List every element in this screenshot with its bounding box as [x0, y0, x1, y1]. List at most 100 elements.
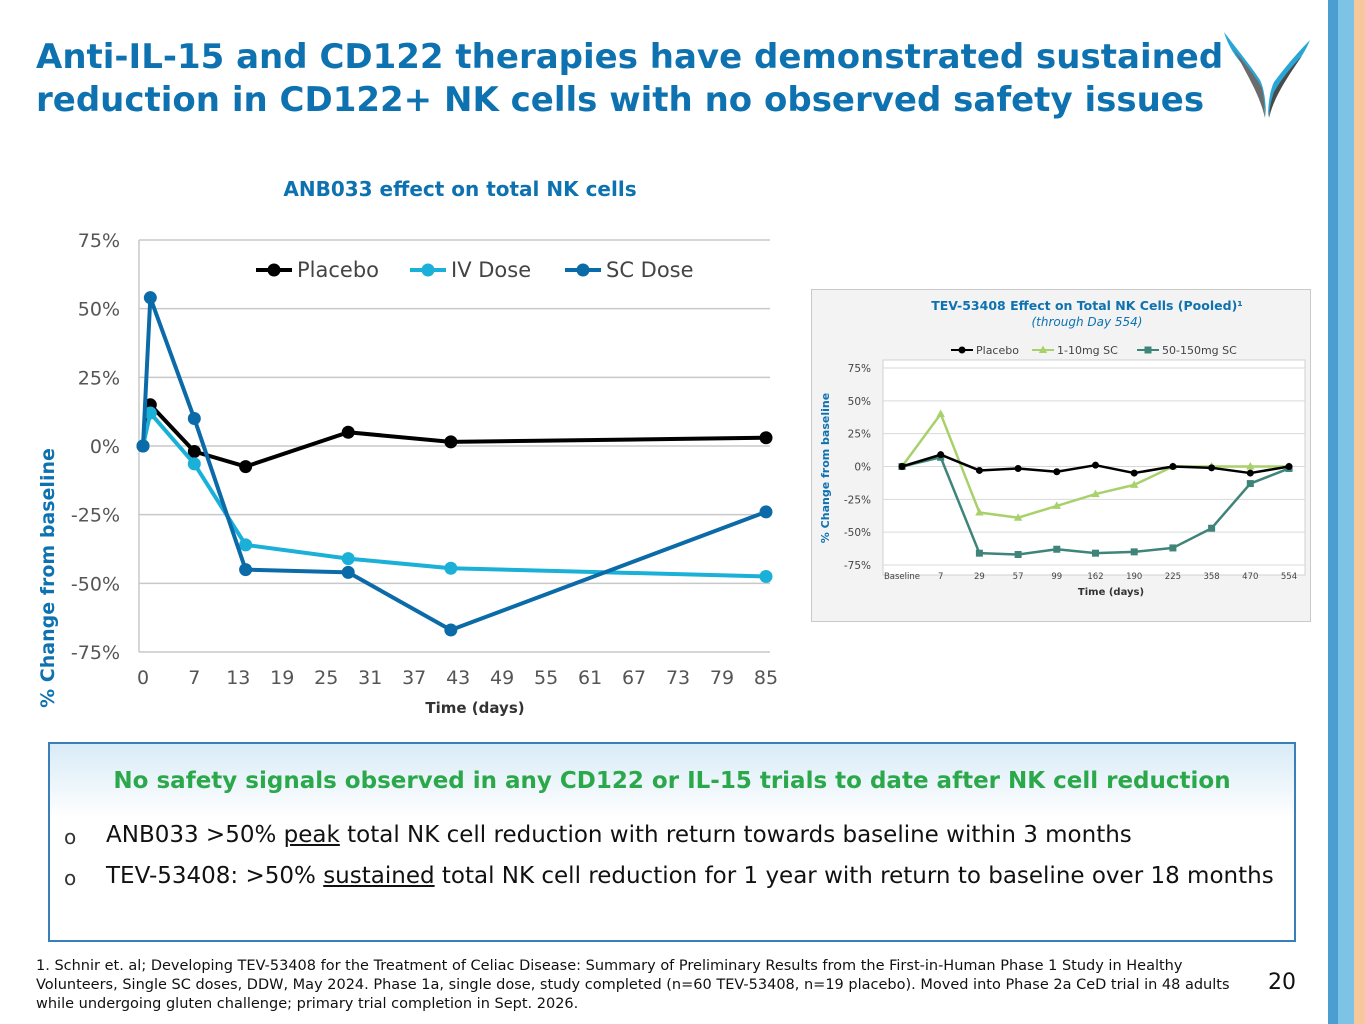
y-tick-label: -50%: [71, 573, 120, 595]
data-point: [1169, 463, 1177, 470]
data-point: [1052, 501, 1061, 509]
x-tick-label: 55: [534, 667, 558, 689]
data-point: [187, 444, 201, 458]
legend-label: 1-10mg SC: [1057, 344, 1118, 357]
x-tick-label: 57: [1013, 572, 1024, 582]
y-tick-label: 75%: [78, 230, 120, 252]
data-point: [1130, 548, 1138, 556]
x-tick-label: 7: [938, 572, 943, 582]
data-point: [1053, 545, 1061, 553]
x-tick-label: 358: [1203, 572, 1219, 582]
anb033-chart: ANB033 effect on total NK cells 75% 50% 25…: [37, 177, 778, 717]
side-accent-bar-peach: [1354, 0, 1365, 1024]
x-tick-label: 61: [578, 667, 602, 689]
tev53408-y-tick-labels: 75% 50% 25% 0% -25% -50% -75%: [844, 363, 871, 572]
data-point: [444, 623, 458, 637]
x-tick-label: 554: [1281, 572, 1297, 582]
x-tick-label: Baseline: [884, 572, 920, 582]
data-point: [1092, 461, 1099, 469]
data-point: [239, 460, 253, 474]
legend-marker: [267, 263, 281, 277]
data-point: [898, 463, 906, 470]
data-point: [341, 552, 355, 566]
bullet-circle-icon: o: [64, 825, 77, 849]
x-tick-label: 19: [270, 667, 294, 689]
data-point: [1091, 489, 1100, 498]
tev53408-chart: TEV-53408 Effect on Total NK Cells (Pool…: [819, 298, 1306, 598]
data-point: [187, 412, 201, 426]
y-tick-label: -50%: [844, 527, 871, 539]
x-tick-label: 31: [358, 667, 382, 689]
y-tick-label: 25%: [78, 367, 120, 389]
data-point: [975, 549, 983, 557]
y-tick-label: -25%: [844, 494, 871, 506]
data-point: [143, 406, 157, 420]
legend-marker: [576, 263, 590, 277]
anb033-chart-title: ANB033 effect on total NK cells: [283, 177, 636, 201]
y-tick-label: 50%: [78, 299, 120, 321]
data-point: [759, 569, 773, 583]
tev53408-chart-panel: TEV-53408 Effect on Total NK Cells (Pool…: [811, 289, 1311, 622]
bullet-text: total NK cell reduction with return towa…: [339, 822, 1132, 848]
side-accent-bar-light: [1338, 0, 1354, 1024]
data-point: [136, 439, 150, 453]
x-tick-label: 43: [446, 667, 470, 689]
footnote: 1. Schnir et. al; Developing TEV-53408 f…: [36, 958, 1230, 1012]
x-tick-label: 99: [1051, 572, 1062, 582]
data-point: [975, 466, 983, 474]
data-point: [1169, 544, 1177, 552]
tev53408-chart-title: TEV-53408 Effect on Total NK Cells (Pool…: [931, 298, 1243, 313]
series-line: [141, 402, 767, 469]
x-tick-label: 37: [402, 667, 426, 689]
data-point: [1013, 513, 1023, 521]
tev53408-x-tick-labels: Baseline 7 29 57 99 162 190 225 358 470 554: [884, 572, 1297, 582]
x-tick-label: 225: [1165, 572, 1181, 582]
bullet-circle-icon: o: [64, 866, 77, 890]
x-tick-label: 73: [666, 667, 690, 689]
tev53408-series: [897, 409, 1294, 558]
bullet-emphasis: sustained: [323, 863, 435, 889]
data-point: [143, 291, 157, 305]
y-tick-label: 0%: [854, 462, 871, 474]
page-number: 20: [1268, 970, 1296, 995]
data-point: [1246, 469, 1254, 477]
y-tick-label: 25%: [848, 429, 871, 441]
legend-marker: [421, 263, 435, 277]
anb033-gridlines: [138, 239, 770, 653]
tev53408-y-axis-label: % Change from baseline: [819, 393, 832, 543]
data-point: [444, 435, 458, 449]
data-point: [1038, 345, 1048, 353]
data-point: [975, 507, 984, 516]
tev53408-legend: Placebo 1-10mg SC 50-150mg SC: [951, 344, 1237, 357]
x-tick-label: 79: [710, 667, 734, 689]
data-point: [936, 409, 945, 417]
bullet-text: TEV-53408: >50%: [106, 863, 324, 889]
x-tick-label: 190: [1126, 572, 1142, 582]
data-point: [1285, 463, 1293, 470]
y-tick-label: 75%: [848, 363, 871, 375]
x-tick-label: 470: [1242, 572, 1258, 582]
x-tick-label: 162: [1087, 572, 1103, 582]
x-tick-label: 67: [622, 667, 646, 689]
y-tick-label: -75%: [71, 642, 120, 664]
anb033-y-axis-label: % Change from baseline: [37, 448, 59, 708]
anb033-x-tick-labels: 0 7 13 19 25 31 37 43 49 55 61 67 73 79 85: [137, 667, 778, 689]
y-tick-label: -25%: [71, 505, 120, 527]
anb033-legend: Placebo IV Dose SC Dose: [256, 258, 694, 282]
data-point: [759, 431, 773, 445]
data-point: [1208, 524, 1216, 532]
safety-summary-title: No safety signals observed in any CD122 …: [113, 768, 1231, 794]
y-tick-label: -75%: [844, 560, 871, 572]
legend-label: IV Dose: [451, 258, 531, 282]
side-accent-bar-dark: [1328, 0, 1338, 1024]
x-tick-label: 13: [226, 667, 250, 689]
data-point: [1130, 469, 1138, 477]
tev53408-x-axis-label: Time (days): [1078, 587, 1144, 598]
data-point: [1053, 468, 1061, 476]
data-point: [1092, 549, 1099, 557]
x-tick-label: 7: [188, 667, 200, 689]
data-point: [759, 505, 773, 519]
data-point: [1014, 550, 1022, 558]
bullet-text: ANB033 >50%: [106, 822, 284, 848]
data-point: [239, 538, 253, 552]
